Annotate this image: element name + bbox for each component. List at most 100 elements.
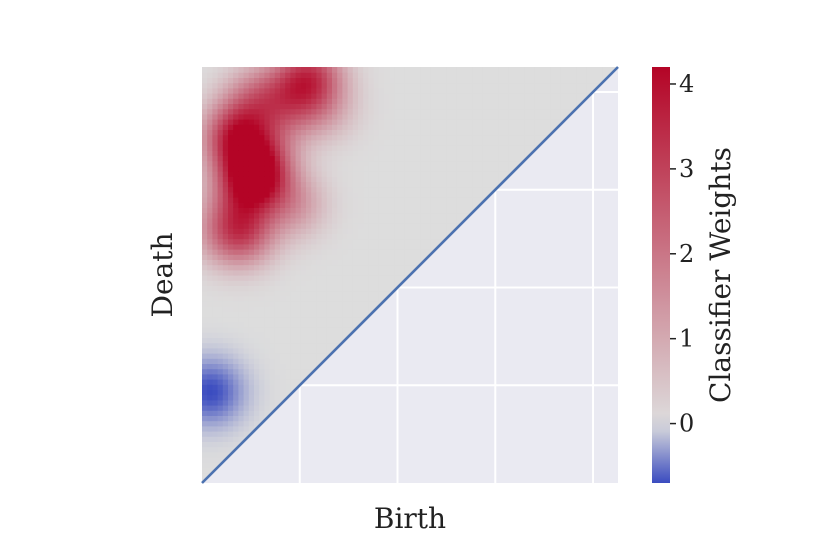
heatmap-cell [269, 290, 276, 297]
heatmap-cell [332, 238, 338, 245]
heatmap-cell [212, 295, 219, 302]
heatmap-cell [269, 228, 276, 234]
heatmap-cell [425, 98, 432, 104]
heatmap-cell [202, 379, 208, 385]
heatmap-cell [373, 290, 380, 297]
heatmap-cell [222, 77, 229, 84]
heatmap-cell [373, 181, 380, 188]
heatmap-cell [222, 311, 229, 318]
heatmap-cell [254, 379, 260, 385]
heatmap-cell [212, 373, 219, 380]
heatmap-cell [238, 347, 245, 354]
heatmap-cell [316, 207, 323, 214]
heatmap-cell [207, 108, 213, 115]
heatmap-cell [363, 238, 369, 245]
heatmap-cell [420, 82, 427, 89]
heatmap-cell [540, 72, 546, 78]
heatmap-cell [217, 93, 224, 99]
heatmap-cell [503, 129, 510, 136]
heatmap-cell [540, 103, 546, 110]
heatmap-cell [352, 77, 359, 84]
heatmap-cell [233, 197, 239, 203]
heatmap-cell [394, 269, 401, 276]
heatmap-cell [378, 238, 385, 245]
heatmap-cell [254, 119, 260, 125]
heatmap-cell [228, 165, 234, 172]
heatmap-cell [347, 259, 354, 266]
heatmap-cell [274, 269, 281, 276]
heatmap-cell [238, 327, 245, 333]
heatmap-cell [243, 160, 250, 167]
heatmap-cell [420, 145, 427, 151]
heatmap-cell [295, 171, 302, 177]
heatmap-cell [285, 113, 291, 120]
heatmap-cell [337, 228, 343, 234]
heatmap-cell [306, 160, 312, 167]
heatmap-cell [399, 98, 406, 104]
heatmap-cell [436, 98, 442, 104]
heatmap-cell [363, 165, 369, 172]
heatmap-cell [415, 155, 421, 162]
heatmap-cell [321, 259, 328, 266]
heatmap-cell [269, 280, 276, 286]
heatmap-cell [420, 113, 427, 120]
heatmap-cell [415, 243, 421, 250]
heatmap-cell [269, 176, 276, 182]
heatmap-cell [378, 285, 385, 292]
heatmap-cell [280, 212, 286, 219]
heatmap-cell [285, 72, 291, 78]
heatmap-cell [456, 171, 463, 177]
heatmap-cell [415, 139, 421, 146]
heatmap-cell [269, 321, 276, 328]
heatmap-cell [446, 98, 453, 104]
heatmap-cell [217, 358, 224, 364]
heatmap-cell [306, 368, 312, 375]
heatmap-cell [259, 217, 265, 224]
heatmap-cell [394, 202, 401, 208]
heatmap-cell [389, 134, 395, 141]
heatmap-cell [384, 98, 390, 104]
heatmap-cell [248, 264, 255, 271]
heatmap-cell [399, 145, 406, 151]
heatmap-cell [264, 410, 271, 416]
heatmap-cell [274, 368, 281, 375]
heatmap-cell [222, 264, 229, 271]
heatmap-cell [238, 394, 245, 401]
heatmap-cell [269, 363, 276, 370]
heatmap-cell [300, 243, 307, 250]
heatmap-cell [524, 103, 531, 110]
heatmap-cell [399, 171, 406, 177]
heatmap-cell [290, 384, 297, 390]
heatmap-cell [566, 108, 572, 115]
heatmap-cell [545, 87, 551, 94]
heatmap-cell [404, 129, 411, 136]
heatmap-cell [482, 150, 489, 156]
heatmap-cell [493, 98, 499, 104]
heatmap-cell [415, 191, 421, 198]
heatmap-cell [316, 176, 323, 182]
heatmap-cell [202, 295, 208, 302]
heatmap-cell [300, 93, 307, 99]
heatmap-cell [425, 77, 432, 84]
heatmap-cell [280, 228, 286, 234]
heatmap-cell [337, 280, 343, 286]
heatmap-cell [384, 197, 390, 203]
heatmap-cell [290, 301, 297, 307]
heatmap-cell [259, 337, 265, 344]
heatmap-cell [217, 223, 224, 229]
heatmap-cell [394, 155, 401, 162]
heatmap-cell [394, 87, 401, 94]
heatmap-cell [347, 155, 354, 162]
heatmap-cell [274, 285, 281, 292]
heatmap-cell [300, 264, 307, 271]
heatmap-cell [222, 119, 229, 125]
heatmap-cell [446, 67, 453, 73]
heatmap-cell [399, 223, 406, 229]
heatmap-cell [207, 264, 213, 271]
heatmap-cell [254, 155, 260, 162]
heatmap-cell [248, 139, 255, 146]
heatmap-cell [534, 87, 541, 94]
heatmap-cell [425, 113, 432, 120]
heatmap-cell [306, 301, 312, 307]
heatmap-cell [342, 254, 349, 260]
